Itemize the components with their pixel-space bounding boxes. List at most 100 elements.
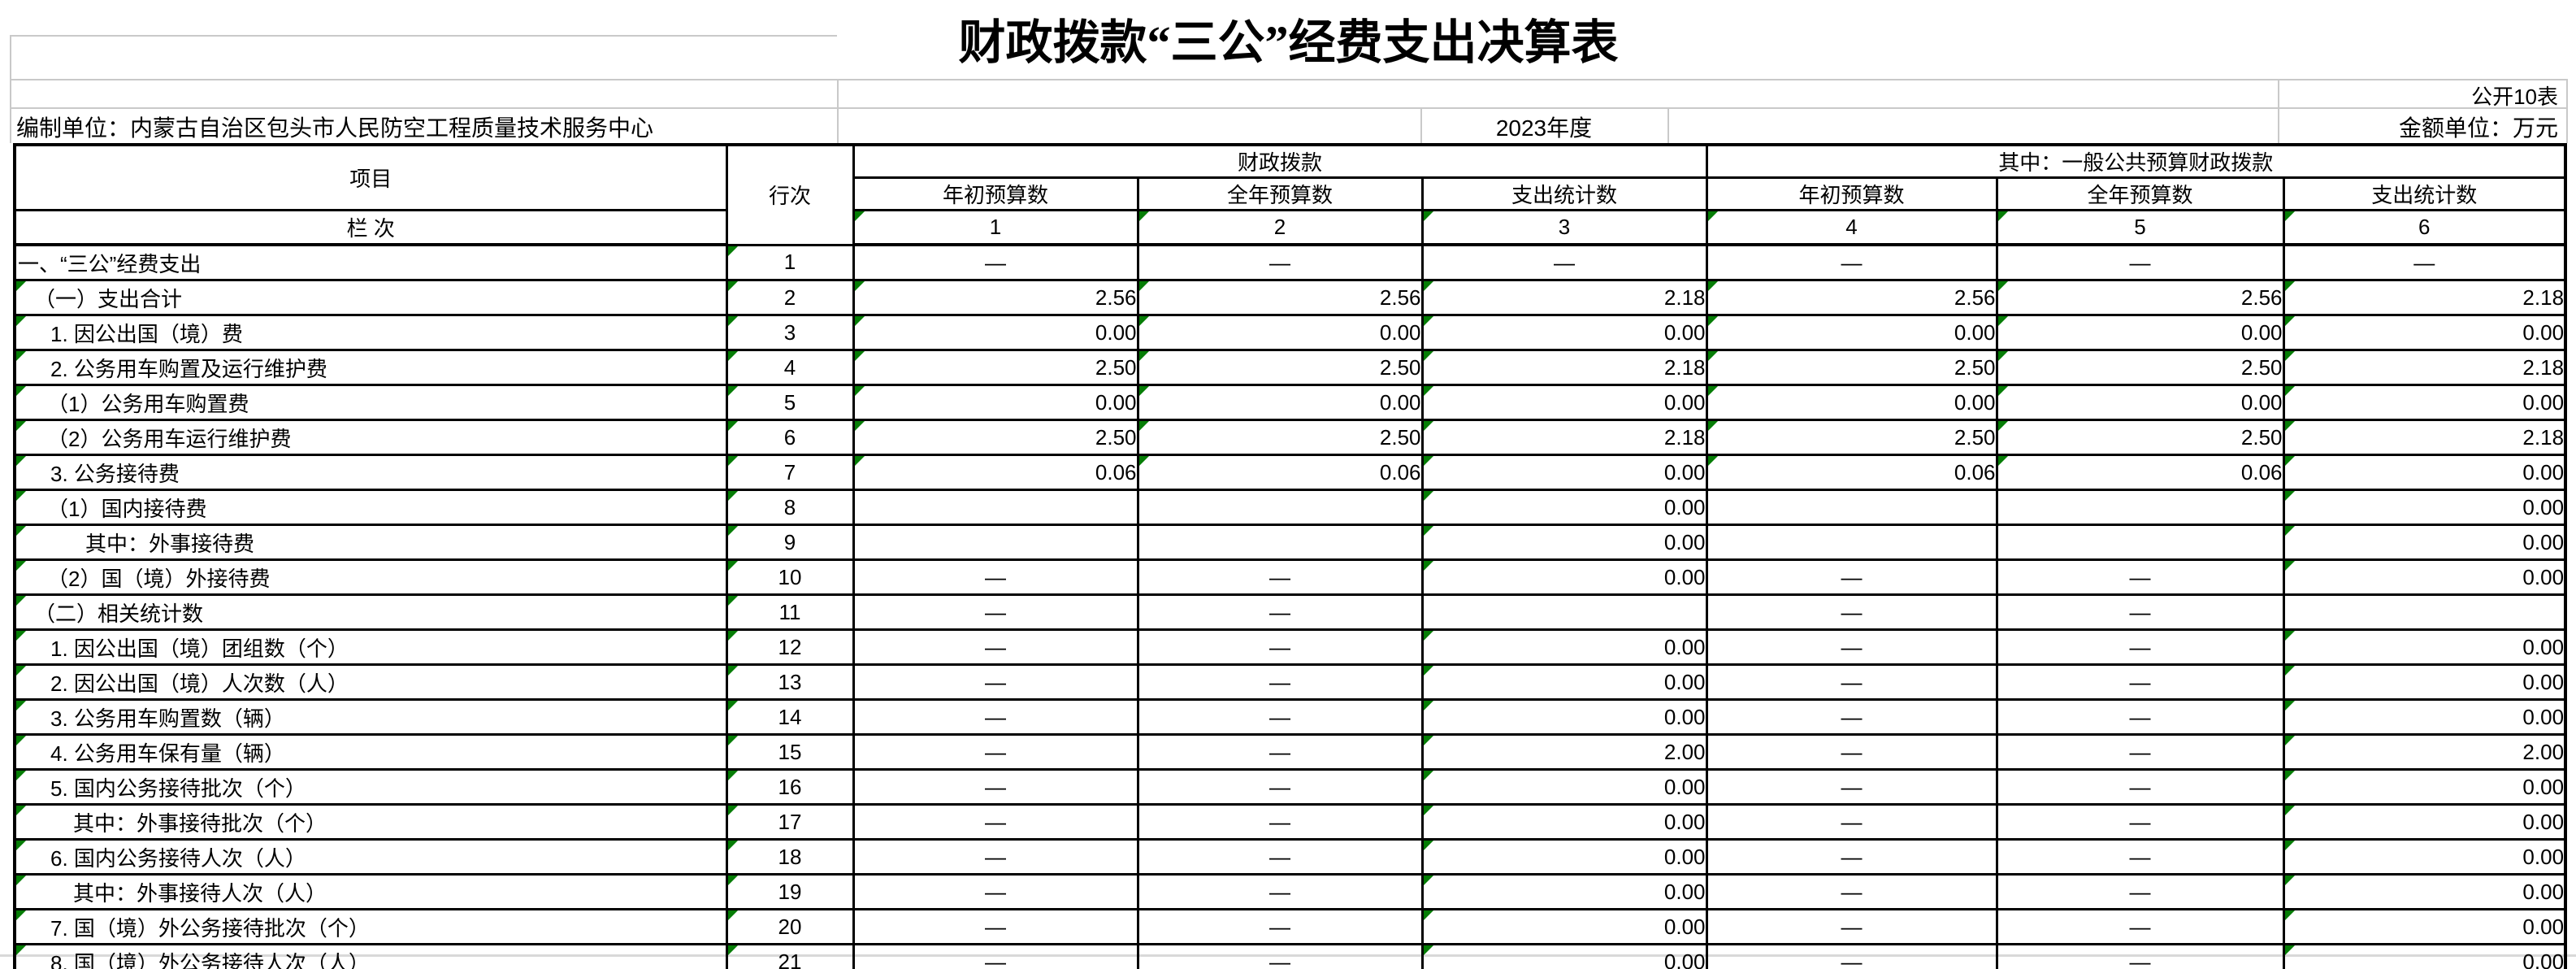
value-cell[interactable]: — xyxy=(1995,558,2285,596)
value-cell[interactable]: 0.00 xyxy=(1420,803,1708,841)
value-cell[interactable]: — xyxy=(852,943,1139,969)
row-number-cell[interactable]: 10 xyxy=(725,558,855,596)
value-cell[interactable]: — xyxy=(1136,908,1424,945)
value-cell[interactable]: 2.18 xyxy=(1420,349,1708,386)
row-number-cell[interactable]: 8 xyxy=(725,489,855,526)
row-number-cell[interactable]: 14 xyxy=(725,698,855,736)
value-cell[interactable] xyxy=(852,524,1139,561)
project-header-cell[interactable]: 项目 xyxy=(13,143,728,211)
value-cell[interactable]: 2.50 xyxy=(1136,419,1424,456)
value-cell[interactable]: — xyxy=(1136,698,1424,736)
value-cell[interactable]: — xyxy=(852,243,1139,281)
value-cell[interactable]: 0.00 xyxy=(1420,314,1708,351)
value-cell[interactable]: — xyxy=(1995,803,2285,841)
value-cell[interactable]: — xyxy=(1995,663,2285,701)
value-cell[interactable]: — xyxy=(1995,768,2285,806)
value-cell[interactable]: 0.00 xyxy=(2282,803,2567,841)
project-cell[interactable]: （二）相关统计数 xyxy=(13,593,728,631)
value-cell[interactable]: 0.00 xyxy=(1420,454,1708,491)
general-public-budget-header-cell[interactable]: 其中：一般公共预算财政拨款 xyxy=(1705,143,2567,179)
row-number-cell[interactable]: 21 xyxy=(725,943,855,969)
value-cell[interactable]: — xyxy=(1136,243,1424,281)
value-cell[interactable]: — xyxy=(2282,243,2567,281)
row-no-header-cell[interactable]: 行次 xyxy=(725,143,855,246)
value-cell[interactable]: — xyxy=(1136,558,1424,596)
value-cell[interactable]: 0.00 xyxy=(1420,873,1708,910)
project-cell[interactable]: （1）国内接待费 xyxy=(13,489,728,526)
column-index-cell[interactable]: 5 xyxy=(1995,209,2285,246)
value-cell[interactable]: — xyxy=(1705,663,1998,701)
value-cell[interactable]: 2.00 xyxy=(1420,733,1708,771)
value-cell[interactable]: 0.00 xyxy=(1420,908,1708,945)
project-cell[interactable]: 其中：外事接待费 xyxy=(13,524,728,561)
value-cell[interactable]: — xyxy=(1136,838,1424,876)
value-cell[interactable]: 0.00 xyxy=(1420,558,1708,596)
value-cell[interactable] xyxy=(1420,593,1708,631)
value-cell[interactable]: — xyxy=(852,698,1139,736)
value-cell[interactable]: 0.06 xyxy=(1136,454,1424,491)
value-cell[interactable]: 0.00 xyxy=(2282,628,2567,666)
row-number-cell[interactable]: 18 xyxy=(725,838,855,876)
value-cell[interactable]: — xyxy=(1705,243,1998,281)
value-cell[interactable]: 2.50 xyxy=(1995,419,2285,456)
value-cell[interactable]: 0.00 xyxy=(852,314,1139,351)
row-number-cell[interactable]: 12 xyxy=(725,628,855,666)
value-cell[interactable]: 2.50 xyxy=(1705,349,1998,386)
value-cell[interactable] xyxy=(1705,489,1998,526)
value-cell[interactable] xyxy=(1136,524,1424,561)
value-cell[interactable]: 2.50 xyxy=(1705,419,1998,456)
value-cell[interactable]: — xyxy=(1705,593,1998,631)
value-cell[interactable]: — xyxy=(1705,943,1998,969)
value-cell[interactable]: 0.00 xyxy=(2282,838,2567,876)
value-cell[interactable]: 0.00 xyxy=(852,384,1139,421)
value-cell[interactable]: — xyxy=(1705,768,1998,806)
value-cell[interactable]: — xyxy=(852,873,1139,910)
project-cell[interactable]: 其中：外事接待人次（人） xyxy=(13,873,728,910)
value-cell[interactable]: — xyxy=(1995,873,2285,910)
value-cell[interactable]: 0.00 xyxy=(1420,768,1708,806)
row-number-cell[interactable]: 13 xyxy=(725,663,855,701)
project-cell[interactable]: （1）公务用车购置费 xyxy=(13,384,728,421)
value-cell[interactable] xyxy=(1995,524,2285,561)
value-cell[interactable]: — xyxy=(852,803,1139,841)
value-cell[interactable]: — xyxy=(1995,908,2285,945)
column-index-cell[interactable]: 6 xyxy=(2282,209,2567,246)
value-cell[interactable]: — xyxy=(1995,243,2285,281)
column-index-cell[interactable]: 4 xyxy=(1705,209,1998,246)
value-cell[interactable]: — xyxy=(1995,698,2285,736)
value-cell[interactable]: 0.00 xyxy=(1995,314,2285,351)
value-cell[interactable]: — xyxy=(852,593,1139,631)
project-cell[interactable]: 2. 因公出国（境）人次数（人） xyxy=(13,663,728,701)
value-cell[interactable]: 2.18 xyxy=(2282,419,2567,456)
value-cell[interactable]: 2.50 xyxy=(1136,349,1424,386)
value-cell[interactable]: 2.18 xyxy=(1420,419,1708,456)
value-cell[interactable]: 2.50 xyxy=(1995,349,2285,386)
value-cell[interactable]: 0.06 xyxy=(852,454,1139,491)
project-cell[interactable]: 6. 国内公务接待人次（人） xyxy=(13,838,728,876)
subheader-cell[interactable]: 支出统计数 xyxy=(1420,176,1708,211)
row-number-cell[interactable]: 20 xyxy=(725,908,855,945)
value-cell[interactable]: — xyxy=(1705,803,1998,841)
value-cell[interactable]: 0.00 xyxy=(1420,524,1708,561)
row-number-cell[interactable]: 11 xyxy=(725,593,855,631)
project-cell[interactable]: 7. 国（境）外公务接待批次（个） xyxy=(13,908,728,945)
project-cell[interactable]: 3. 公务接待费 xyxy=(13,454,728,491)
project-cell[interactable]: （2）公务用车运行维护费 xyxy=(13,419,728,456)
value-cell[interactable]: 2.56 xyxy=(852,279,1139,316)
value-cell[interactable]: — xyxy=(1995,838,2285,876)
value-cell[interactable]: 0.00 xyxy=(2282,768,2567,806)
value-cell[interactable]: — xyxy=(1705,873,1998,910)
subheader-cell[interactable]: 年初预算数 xyxy=(1705,176,1998,211)
value-cell[interactable]: — xyxy=(852,768,1139,806)
value-cell[interactable]: 0.06 xyxy=(1705,454,1998,491)
value-cell[interactable]: 0.06 xyxy=(1995,454,2285,491)
column-index-cell[interactable]: 1 xyxy=(852,209,1139,246)
value-cell[interactable] xyxy=(1995,489,2285,526)
value-cell[interactable]: — xyxy=(1420,243,1708,281)
value-cell[interactable] xyxy=(1136,489,1424,526)
value-cell[interactable]: 0.00 xyxy=(1420,943,1708,969)
value-cell[interactable]: 0.00 xyxy=(2282,698,2567,736)
row-number-cell[interactable]: 9 xyxy=(725,524,855,561)
value-cell[interactable]: — xyxy=(1995,593,2285,631)
value-cell[interactable]: 2.18 xyxy=(2282,279,2567,316)
